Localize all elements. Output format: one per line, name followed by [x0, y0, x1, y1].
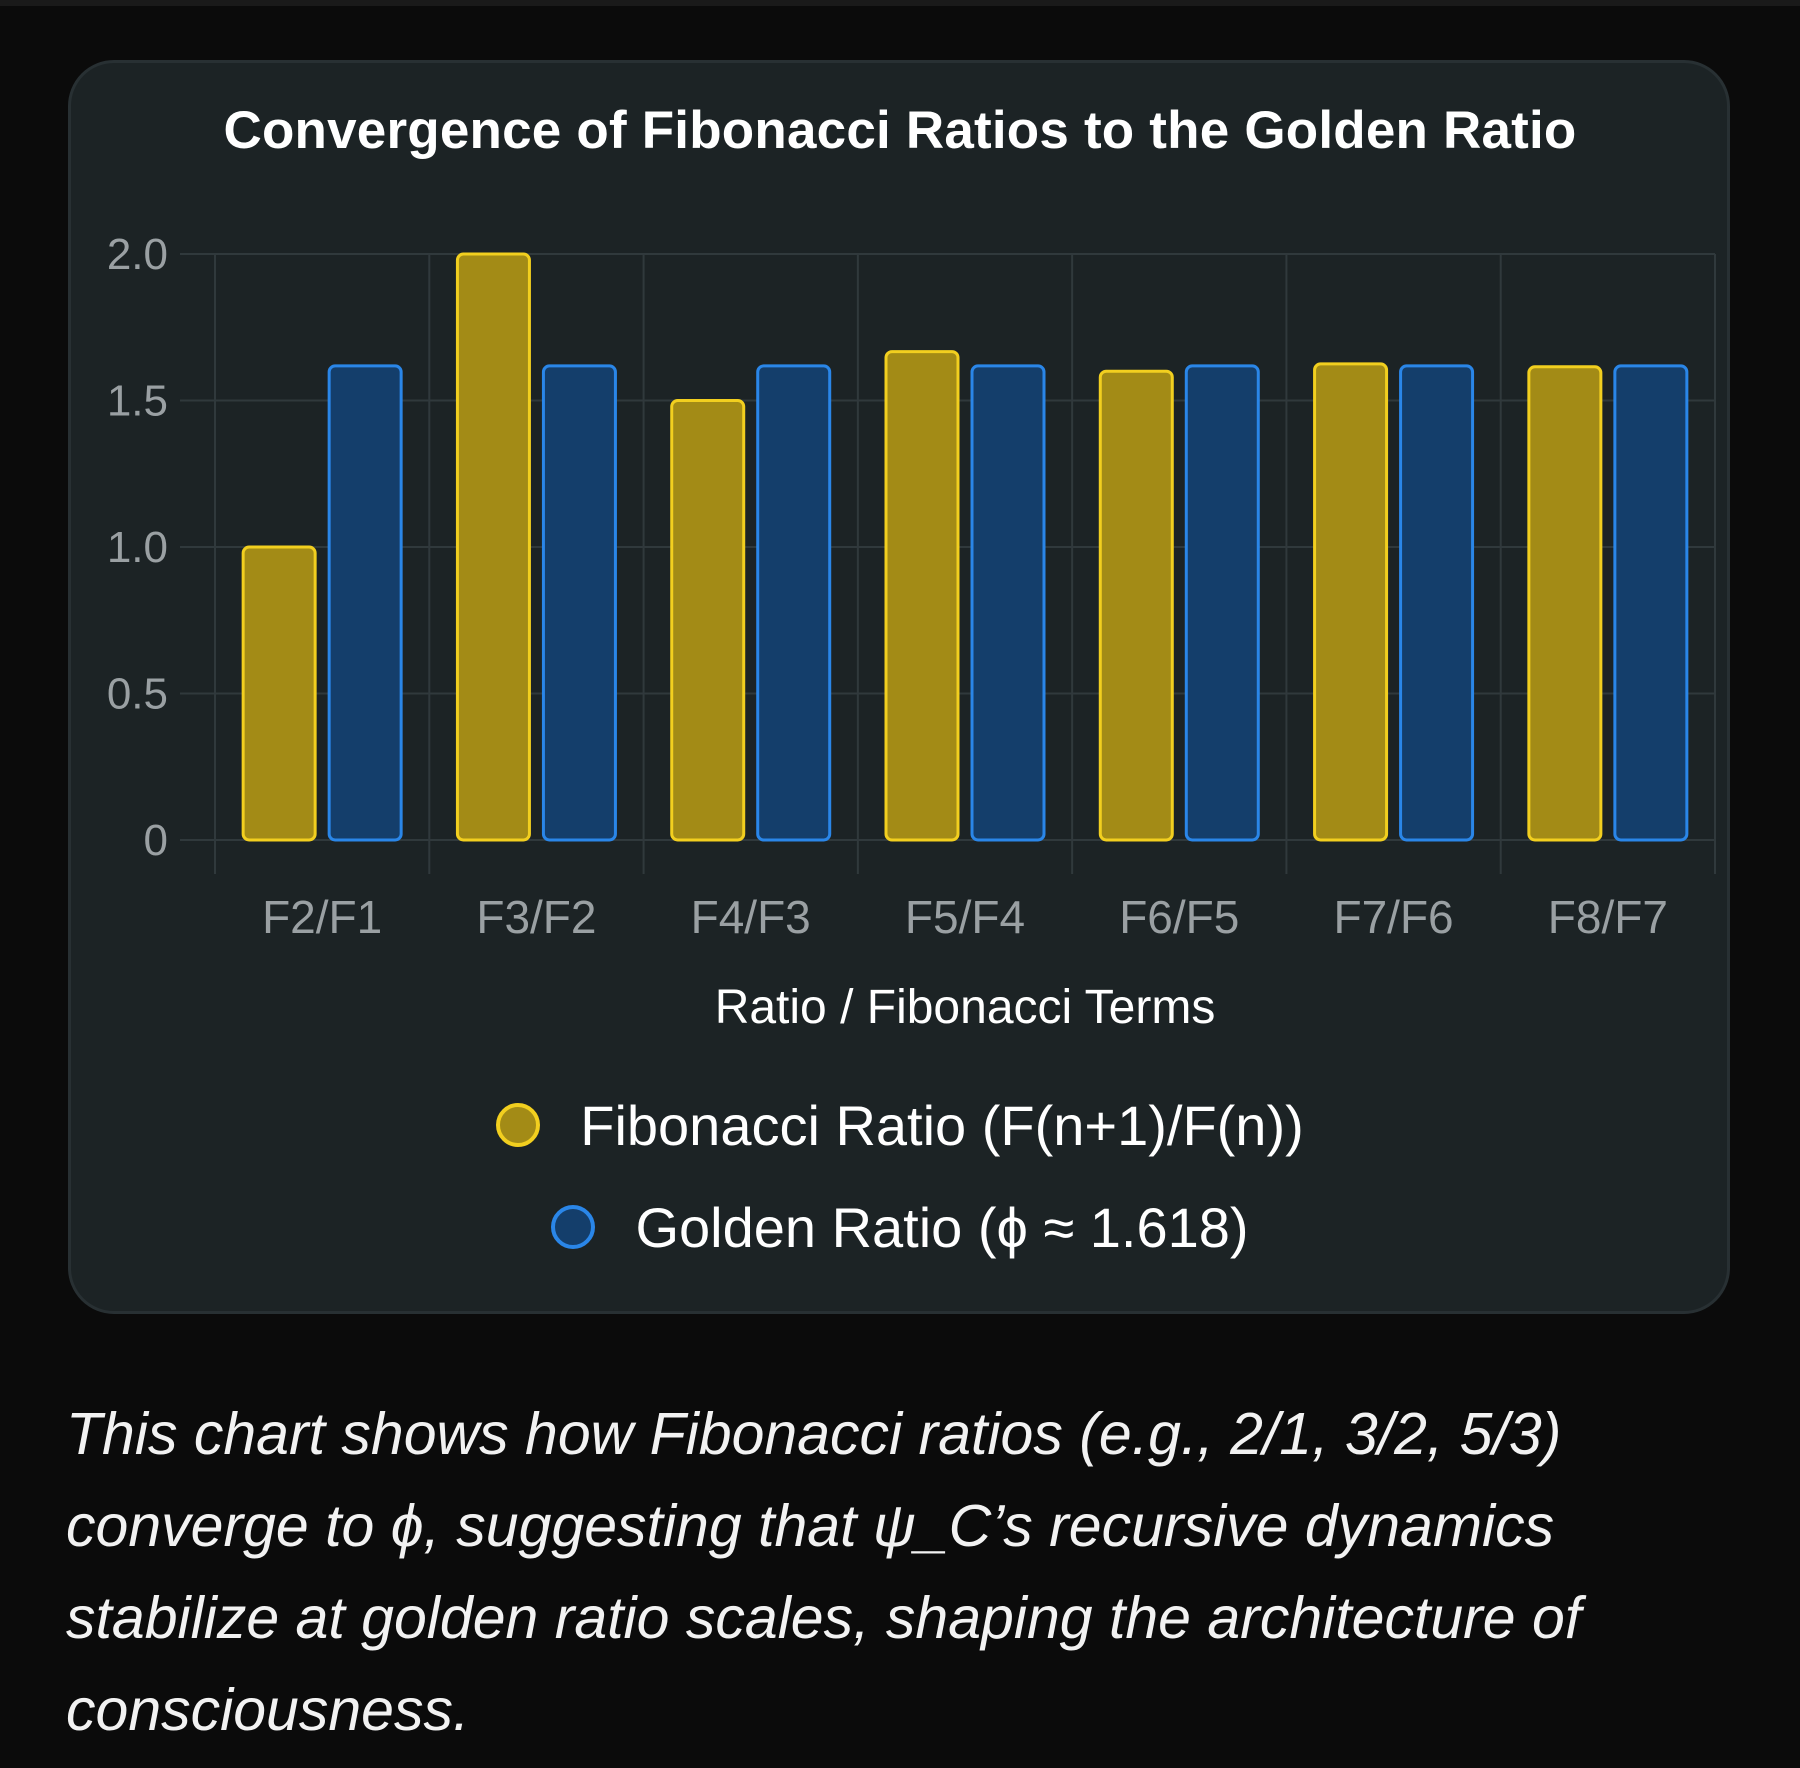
bar-golden-ratio	[1399, 364, 1475, 842]
bar-golden-ratio	[1184, 364, 1260, 842]
x-tick-label: F3/F2	[476, 891, 596, 943]
bar-chart: 0 0.5 1.0 1.5 2.0 F2/F1 F3/F2 F4/F3 F5/F4 F6/F5 F7…	[107, 230, 1716, 1034]
bar-fibonacci-ratio	[884, 350, 960, 842]
x-axis-title: Ratio / Fibonacci Terms	[715, 981, 1216, 1034]
x-tick-label: F5/F4	[905, 891, 1025, 943]
bar-golden-ratio	[327, 364, 403, 842]
legend-swatch-golden-ratio	[551, 1205, 596, 1249]
bar-golden-ratio	[1613, 364, 1689, 842]
y-tick-label: 0.5	[107, 670, 168, 719]
bar-fibonacci-ratio	[1313, 362, 1389, 842]
y-tick-label: 2.0	[107, 230, 168, 279]
bar-golden-ratio	[970, 364, 1046, 842]
bar-fibonacci-ratio	[1527, 365, 1603, 842]
bar-fibonacci-ratio	[1098, 369, 1174, 842]
y-tick-label: 1.0	[107, 523, 168, 572]
y-tick-label: 0	[144, 816, 168, 865]
top-edge	[0, 0, 1800, 6]
bar-golden-ratio	[541, 364, 617, 842]
x-tick-label: F7/F6	[1333, 891, 1453, 943]
bar-fibonacci-ratio	[455, 252, 531, 842]
legend-item-golden-ratio[interactable]: Golden Ratio (ϕ ≈ 1.618)	[0, 1192, 1800, 1262]
y-tick-label: 1.5	[107, 377, 168, 426]
legend-swatch-fibonacci	[496, 1103, 541, 1147]
chart-caption: This chart shows how Fibonacci ratios (e…	[66, 1401, 1582, 1743]
bar-fibonacci-ratio	[241, 545, 317, 842]
x-tick-label: F6/F5	[1119, 891, 1239, 943]
x-tick-label: F8/F7	[1548, 891, 1668, 943]
chart-title: Convergence of Fibonacci Ratios to the G…	[223, 101, 1577, 160]
bar-fibonacci-ratio	[670, 399, 746, 842]
legend-item-fibonacci[interactable]: Fibonacci Ratio (F(n+1)/F(n))	[0, 1090, 1800, 1160]
bar-golden-ratio	[756, 364, 832, 842]
legend-label-fibonacci: Fibonacci Ratio (F(n+1)/F(n))	[580, 1093, 1304, 1157]
x-tick-label: F2/F1	[262, 891, 382, 943]
x-tick-label: F4/F3	[691, 891, 811, 943]
legend-label-golden-ratio: Golden Ratio (ϕ ≈ 1.618)	[635, 1195, 1249, 1259]
